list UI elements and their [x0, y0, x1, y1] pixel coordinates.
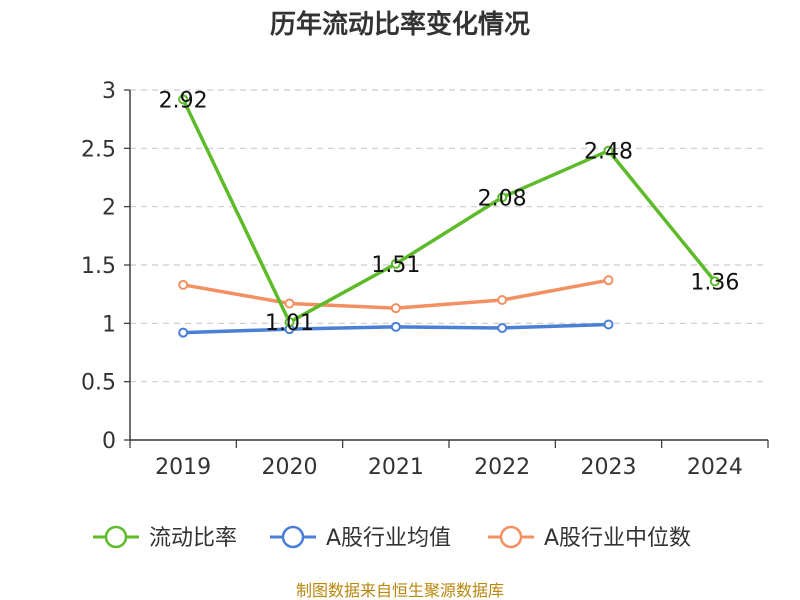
data-point — [603, 145, 614, 156]
data-labels: 2.92 1.01 1.51 2.08 2.48 1.36 — [159, 88, 740, 336]
data-point — [178, 327, 189, 338]
legend-label: A股行业中位数 — [544, 526, 691, 551]
data-point — [497, 295, 508, 305]
data-point — [603, 275, 614, 286]
y-tick-label: 1.5 — [81, 254, 116, 279]
data-point — [178, 279, 189, 290]
x-tick-label: 2021 — [368, 455, 424, 480]
x-tick-label: 2023 — [581, 455, 637, 480]
y-tick-label: 3 — [102, 79, 116, 104]
axes: 0 0.5 1 1.5 2 2.5 3 2019 2020 2021 2022 2023 2024 — [81, 79, 769, 480]
data-label: 2.48 — [584, 140, 633, 165]
data-point — [284, 317, 295, 328]
x-tick-label: 2024 — [687, 455, 743, 480]
grid — [130, 89, 768, 383]
series-line — [181, 98, 717, 324]
legend-label: 流动比率 — [149, 526, 237, 551]
data-point — [603, 319, 614, 330]
chart-title: 历年流动比率变化情况 — [270, 9, 530, 40]
data-label: 1.01 — [265, 311, 314, 336]
legend: 流动比率 A股行业均值 A股行业中位数 — [93, 525, 691, 551]
legend-marker — [104, 525, 128, 549]
x-tick-label: 2022 — [474, 455, 530, 480]
y-tick-label: 0.5 — [81, 371, 116, 396]
data-point — [390, 258, 401, 269]
data-point — [709, 276, 720, 287]
y-tick-label: 2 — [102, 196, 116, 221]
data-label: 1.51 — [371, 253, 420, 278]
data-point — [390, 303, 401, 314]
data-point — [497, 323, 508, 333]
y-tick-label: 0 — [102, 429, 116, 454]
data-point — [390, 321, 401, 332]
data-point — [497, 192, 508, 203]
data-label: 2.08 — [478, 186, 527, 211]
data-point — [178, 94, 189, 105]
data-label: 2.92 — [159, 88, 208, 113]
data-label: 1.36 — [690, 270, 739, 295]
y-tick-label: 1 — [102, 312, 116, 337]
x-tick-label: 2019 — [155, 455, 211, 480]
y-tick-label: 2.5 — [81, 137, 116, 162]
source-note: 制图数据来自恒生聚源数据库 — [296, 581, 504, 600]
legend-label: A股行业均值 — [326, 526, 451, 551]
data-point — [284, 298, 295, 309]
legend-marker — [281, 525, 305, 549]
x-tick-label: 2020 — [262, 455, 318, 480]
series-layer — [178, 94, 720, 338]
legend-marker — [499, 525, 523, 549]
